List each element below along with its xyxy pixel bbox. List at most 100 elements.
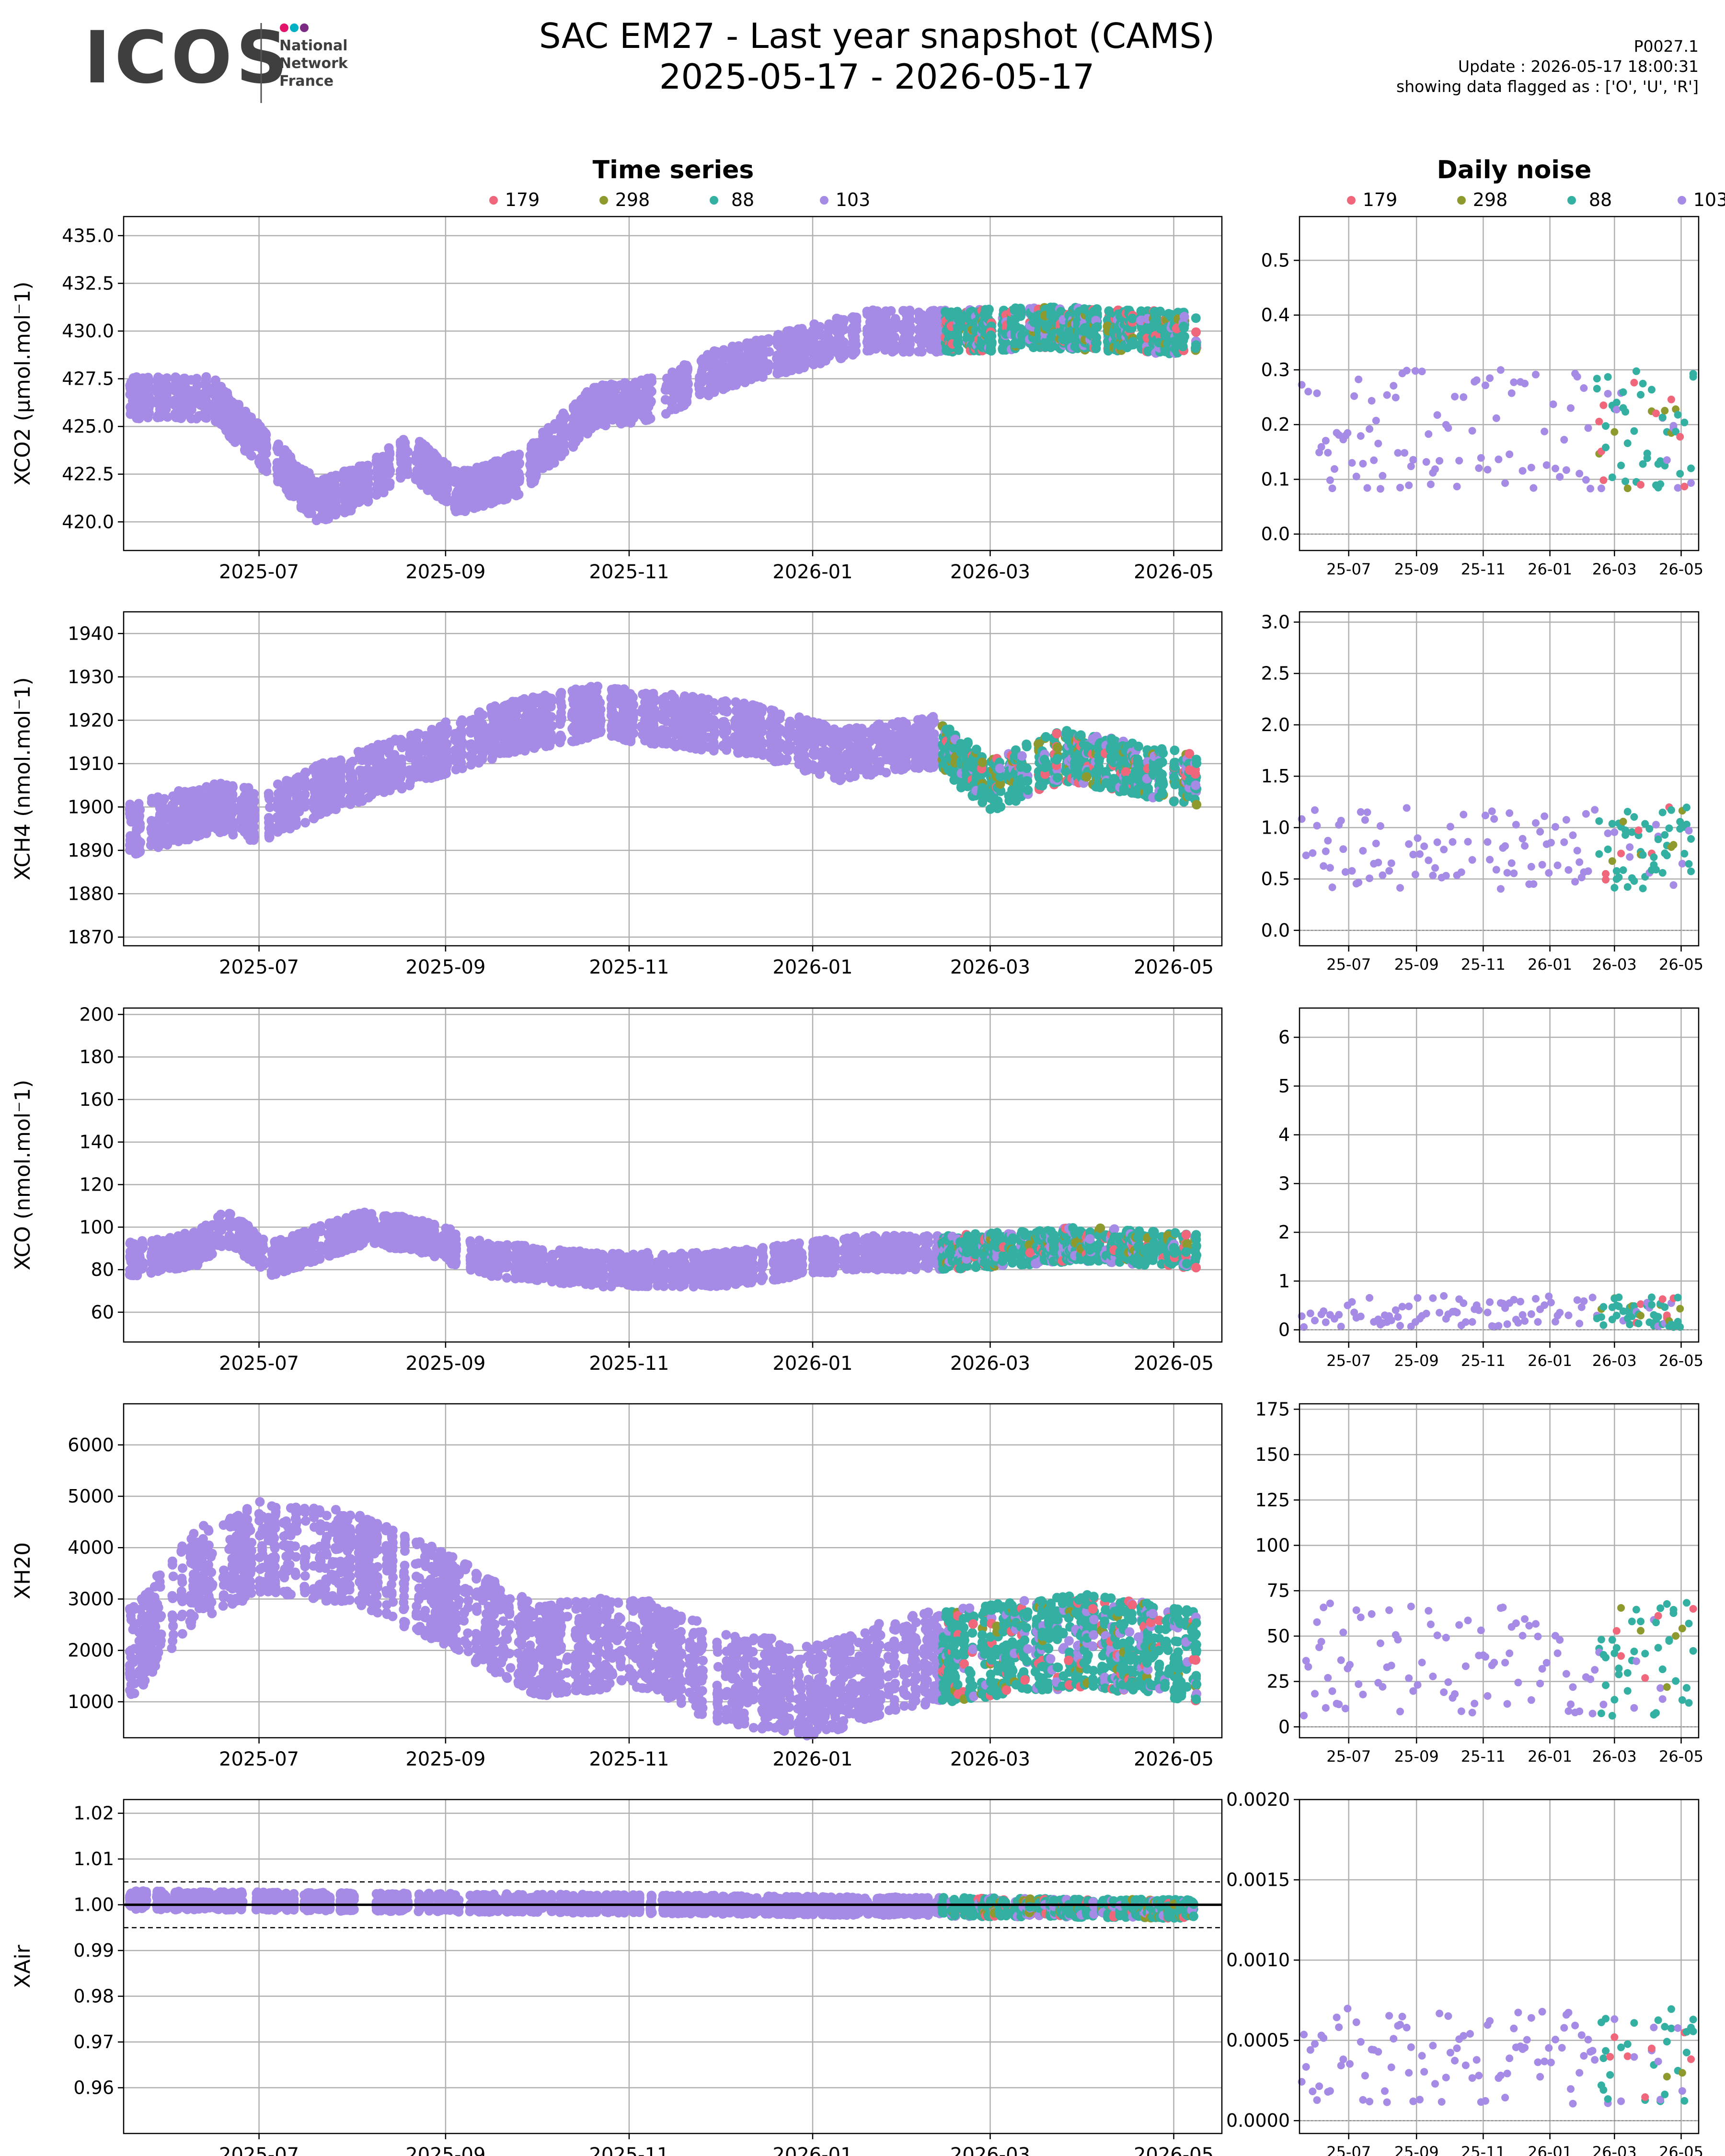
- y-tick-label: 420.0: [62, 511, 114, 532]
- x-tick-label: 2026-05: [1134, 956, 1214, 978]
- logo-dot: [280, 23, 288, 32]
- noise-point: [1599, 476, 1608, 484]
- data-point: [300, 802, 310, 812]
- data-point: [441, 764, 451, 774]
- noise-point: [1687, 464, 1695, 472]
- data-point: [162, 373, 172, 383]
- noise-point: [1622, 408, 1630, 416]
- data-point: [159, 822, 169, 832]
- noise-point: [1455, 457, 1463, 465]
- y-tick-label: 1890: [68, 840, 114, 861]
- noise-point: [1344, 429, 1352, 437]
- y-tick-label: 1870: [68, 927, 114, 948]
- logo-dot: [300, 23, 309, 32]
- data-point: [201, 413, 211, 423]
- data-point: [144, 397, 154, 407]
- noise-point: [1363, 484, 1371, 492]
- noise-point: [1475, 464, 1483, 472]
- noise-point: [1602, 443, 1610, 451]
- data-point: [457, 748, 467, 758]
- y-tick-label: 1910: [68, 753, 114, 774]
- data-point: [904, 309, 914, 319]
- data-point: [179, 373, 189, 383]
- x-tick-label: 2025-11: [589, 561, 669, 583]
- y-axis-label: XCO2 (µmol.mol⁻1): [11, 282, 35, 486]
- noise-point: [1595, 417, 1603, 425]
- data-point: [261, 439, 271, 449]
- noise-point: [1355, 375, 1363, 383]
- data-point: [249, 811, 259, 821]
- noise-point: [1612, 399, 1621, 407]
- data-point: [1191, 313, 1201, 323]
- data-point: [839, 344, 849, 355]
- noise-point: [1556, 473, 1564, 481]
- noise-point: [1582, 476, 1590, 484]
- noise-point: [1394, 449, 1402, 457]
- y-tick-label: 0.5: [1261, 250, 1290, 271]
- data-point: [395, 756, 405, 766]
- data-point: [200, 401, 210, 412]
- noise-point: [1623, 484, 1632, 493]
- data-point: [441, 739, 451, 749]
- data-point: [363, 485, 373, 495]
- data-point: [282, 791, 292, 800]
- legend-label: 179: [505, 189, 540, 210]
- logo-text: ICOS: [84, 16, 291, 100]
- x-tick-label: 26-01: [1528, 560, 1572, 578]
- noise-point: [1422, 458, 1430, 466]
- noise-point: [1405, 481, 1413, 489]
- data-point: [1191, 327, 1201, 337]
- legend-marker: [1678, 196, 1686, 205]
- data-point: [514, 490, 524, 500]
- data-point: [1178, 342, 1188, 352]
- timeseries-panel: 2025-07 2025-09 2025-11 2026-01 2026-03 2026-…: [68, 611, 1223, 978]
- data-point: [385, 447, 394, 457]
- data-point: [200, 388, 210, 398]
- data-point: [986, 344, 996, 354]
- data-point: [442, 482, 452, 492]
- data-point: [227, 793, 237, 803]
- noise-point: [1510, 378, 1518, 386]
- data-point: [646, 396, 656, 406]
- data-point: [249, 835, 259, 845]
- legend-label: 88: [1589, 189, 1612, 210]
- noise-point: [1541, 427, 1549, 436]
- x-tick-label: 2026-01: [772, 561, 852, 583]
- x-tick-label: 26-03: [1592, 560, 1637, 578]
- data-point: [228, 802, 238, 812]
- noise-point: [1392, 393, 1400, 401]
- legend-timeseries: 179 298 88 103: [489, 189, 870, 210]
- timeseries-points: [125, 681, 1202, 859]
- noise-point: [1661, 407, 1669, 415]
- data-point: [161, 402, 171, 412]
- data-point: [763, 337, 773, 347]
- data-point: [261, 448, 271, 459]
- noise-point: [1425, 430, 1433, 438]
- data-point: [135, 838, 145, 848]
- data-point: [890, 332, 900, 342]
- noise-point: [1680, 418, 1689, 426]
- legend-label: 298: [1473, 189, 1508, 210]
- data-point: [681, 395, 691, 405]
- noise-point: [1552, 464, 1559, 472]
- data-point: [134, 799, 144, 809]
- legend-marker: [599, 196, 608, 205]
- data-point: [158, 796, 168, 806]
- timeseries-points: [125, 302, 1201, 526]
- noise-point: [1409, 456, 1417, 464]
- noise-point: [1374, 439, 1382, 447]
- update-label: Update : 2026-05-17 18:00:31: [1458, 57, 1699, 76]
- data-point: [442, 461, 452, 471]
- noise-point: [1680, 482, 1689, 491]
- noise-point: [1357, 432, 1365, 440]
- noise-point: [1507, 389, 1516, 397]
- legend-label: 103: [1693, 189, 1725, 210]
- data-point: [162, 384, 172, 394]
- data-point: [300, 789, 310, 799]
- data-point: [513, 477, 523, 487]
- data-point: [954, 345, 964, 355]
- noise-point: [1630, 427, 1638, 435]
- y-tick-label: 1900: [68, 796, 114, 817]
- noise-point: [1599, 401, 1608, 409]
